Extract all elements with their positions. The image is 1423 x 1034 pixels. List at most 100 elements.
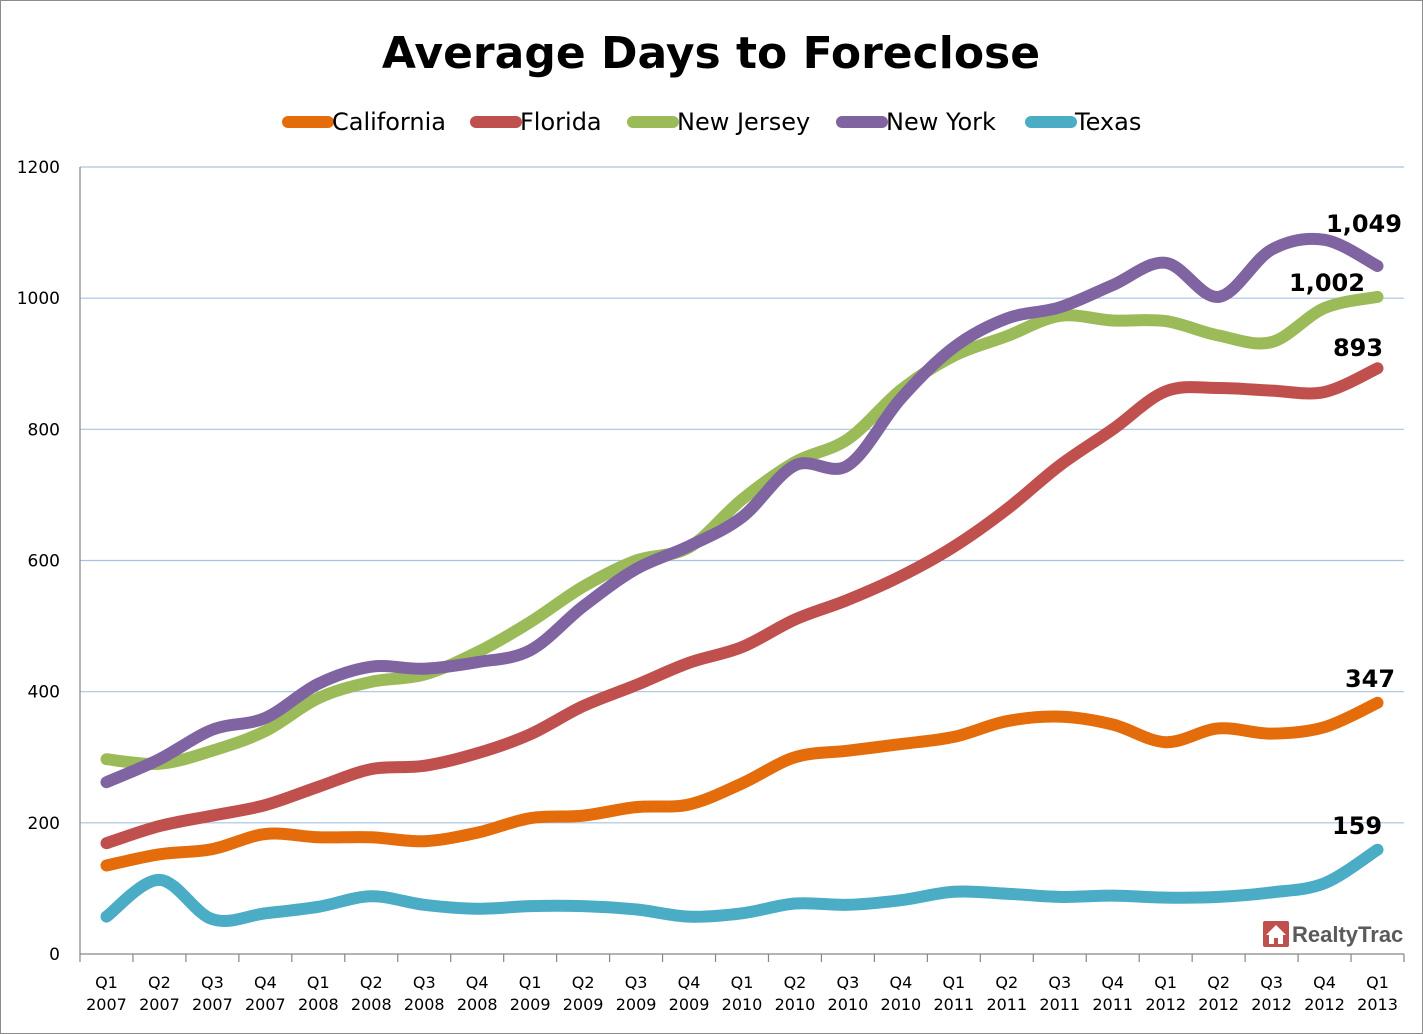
x-tick-quarter: Q3 [837, 973, 860, 992]
x-tick-quarter: Q4 [466, 973, 489, 992]
x-tick-label: Q2 2009 [563, 973, 604, 1014]
legend-item-florida: Florida [470, 108, 602, 136]
end-label-new-york: 1,049 [1326, 210, 1402, 238]
x-tick-year: 2012 [1198, 995, 1239, 1014]
x-tick-year: 2009 [563, 995, 604, 1014]
x-tick-year: 2009 [510, 995, 551, 1014]
x-tick-quarter: Q3 [413, 973, 436, 992]
x-tick-label: Q4 2010 [881, 973, 922, 1014]
x-tick-year: 2010 [775, 995, 816, 1014]
x-tick-label: Q4 2011 [1092, 973, 1133, 1014]
x-tick-label: Q3 2007 [192, 973, 233, 1014]
x-tick-label: Q1 2010 [722, 973, 763, 1014]
line-california [100, 696, 1384, 872]
x-tick-label: Q3 2012 [1251, 973, 1292, 1014]
x-tick-label: Q1 2008 [298, 973, 339, 1014]
line-florida [100, 362, 1384, 850]
y-tick-label: 200 [28, 814, 60, 834]
series-florida [100, 362, 1384, 850]
x-tick-year: 2012 [1304, 995, 1345, 1014]
series-lines [100, 232, 1384, 927]
realtytrac-logo: RealtyTrac [1263, 921, 1403, 947]
x-tick-label: Q1 2009 [510, 973, 551, 1014]
x-tick-label: Q2 2008 [351, 973, 392, 1014]
chart-title: Average Days to Foreclose [382, 28, 1040, 79]
x-tick-year: 2012 [1145, 995, 1186, 1014]
legend-item-california: California [282, 108, 446, 136]
x-tick-quarter: Q1 [731, 973, 754, 992]
legend: California Florida New Jersey New York Texas [282, 108, 1141, 136]
x-tick-year: 2008 [298, 995, 339, 1014]
x-tick-year: 2009 [669, 995, 710, 1014]
x-tick-label: Q3 2008 [404, 973, 445, 1014]
end-label-california: 347 [1345, 665, 1395, 693]
x-tick-label: Q2 2011 [986, 973, 1027, 1014]
x-tick-quarter: Q3 [1048, 973, 1071, 992]
x-tick-quarter: Q1 [95, 973, 118, 992]
x-tick-quarter: Q1 [1154, 973, 1177, 992]
x-tick-label: Q1 2011 [933, 973, 974, 1014]
legend-label: New Jersey [677, 108, 810, 136]
x-tick-quarter: Q1 [307, 973, 330, 992]
x-tick-quarter: Q1 [519, 973, 542, 992]
x-tick-quarter: Q3 [625, 973, 648, 992]
x-tick-year: 2007 [139, 995, 180, 1014]
x-tick-quarter: Q2 [1207, 973, 1230, 992]
end-label-new-jersey: 1,002 [1289, 269, 1365, 297]
x-tick-year: 2012 [1251, 995, 1292, 1014]
x-tick-year: 2008 [351, 995, 392, 1014]
x-tick-quarter: Q4 [1313, 973, 1336, 992]
x-axis: Q1 2007 Q2 2007 Q3 2007 Q4 2007 Q1 2008 Q2 2008 Q3 20… [79, 953, 1405, 1014]
x-tick-quarter: Q4 [254, 973, 277, 992]
x-tick-label: Q4 2008 [457, 973, 498, 1014]
series-california [100, 696, 1384, 872]
y-tick-label: 800 [28, 420, 60, 440]
x-tick-label: Q4 2009 [669, 973, 710, 1014]
x-tick-year: 2010 [881, 995, 922, 1014]
line-texas [100, 843, 1384, 927]
end-labels: 347 893 1,002 1,049 159 [1289, 210, 1402, 840]
x-tick-year: 2007 [86, 995, 127, 1014]
legend-label: Florida [520, 108, 602, 136]
y-tick-label: 1200 [17, 158, 60, 178]
x-tick-quarter: Q2 [995, 973, 1018, 992]
x-tick-year: 2007 [245, 995, 286, 1014]
x-tick-year: 2011 [1092, 995, 1133, 1014]
x-tick-quarter: Q2 [572, 973, 595, 992]
x-tick-label: Q4 2012 [1304, 973, 1345, 1014]
x-tick-quarter: Q3 [201, 973, 224, 992]
x-tick-quarter: Q3 [1260, 973, 1283, 992]
x-tick-year: 2007 [192, 995, 233, 1014]
x-tick-quarter: Q1 [1366, 973, 1389, 992]
end-label-texas: 159 [1332, 812, 1382, 840]
x-tick-year: 2009 [616, 995, 657, 1014]
brand-name: RealtyTrac [1292, 922, 1403, 947]
x-tick-quarter: Q2 [148, 973, 171, 992]
legend-item-texas: Texas [1025, 108, 1141, 136]
y-axis: 0 200 400 600 800 1000 1200 [17, 158, 81, 965]
x-tick-year: 2010 [828, 995, 869, 1014]
x-tick-label: Q3 2011 [1039, 973, 1080, 1014]
x-tick-label: Q1 2013 [1357, 973, 1398, 1014]
legend-label: California [332, 108, 446, 136]
y-tick-label: 600 [28, 552, 60, 572]
series-texas [100, 843, 1384, 927]
x-tick-quarter: Q2 [360, 973, 383, 992]
y-tick-label: 1000 [17, 289, 60, 309]
x-tick-label: Q1 2007 [86, 973, 127, 1014]
legend-item-new-jersey: New Jersey [627, 108, 810, 136]
x-tick-year: 2008 [404, 995, 445, 1014]
x-tick-label: Q2 2012 [1198, 973, 1239, 1014]
y-tick-label: 400 [28, 683, 60, 703]
legend-label: New York [886, 108, 996, 136]
x-tick-label: Q2 2007 [139, 973, 180, 1014]
legend-item-new-york: New York [836, 108, 996, 136]
gridlines [80, 166, 1404, 824]
x-tick-year: 2008 [457, 995, 498, 1014]
x-tick-year: 2011 [986, 995, 1027, 1014]
x-tick-year: 2010 [722, 995, 763, 1014]
x-tick-year: 2011 [1039, 995, 1080, 1014]
house-icon [1263, 921, 1289, 947]
x-tick-label: Q3 2009 [616, 973, 657, 1014]
